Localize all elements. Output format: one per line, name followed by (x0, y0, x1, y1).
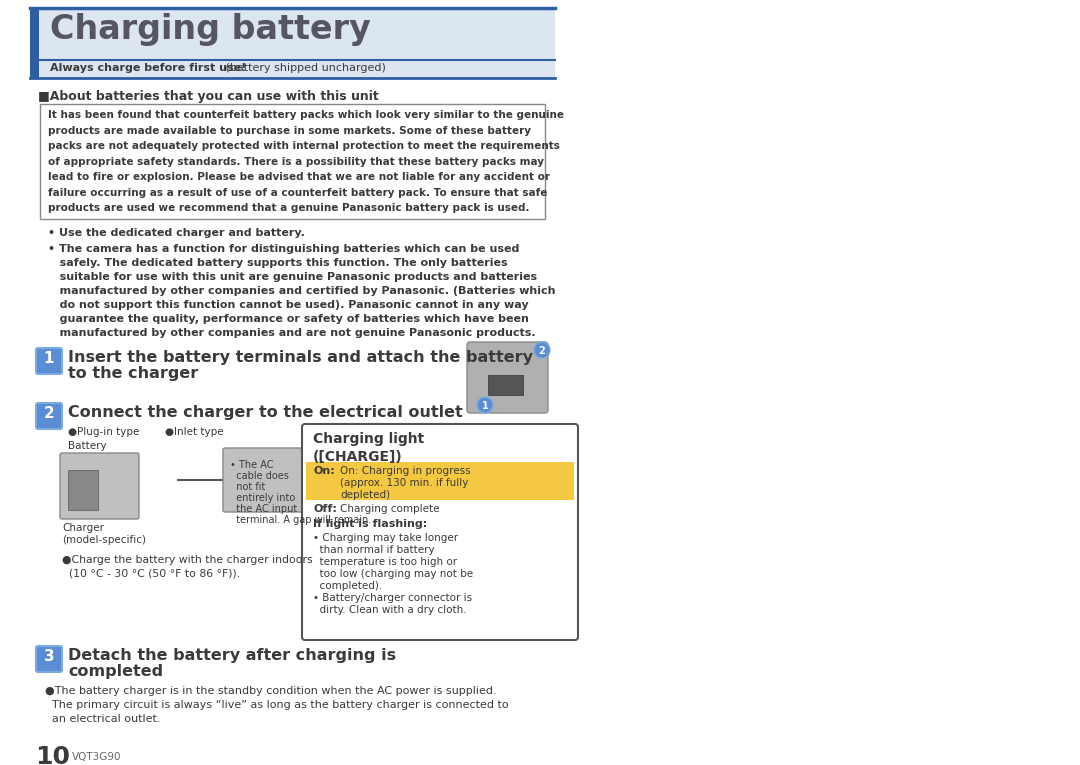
Text: (approx. 130 min. if fully: (approx. 130 min. if fully (340, 478, 469, 488)
Text: not fit: not fit (230, 482, 266, 492)
Text: manufactured by other companies and certified by Panasonic. (Batteries which: manufactured by other companies and cert… (48, 286, 555, 296)
Text: to the charger: to the charger (68, 366, 199, 381)
Text: safely. The dedicated battery supports this function. The only batteries: safely. The dedicated battery supports t… (48, 258, 508, 268)
Text: ●Charge the battery with the charger indoors
  (10 °C - 30 °C (50 °F to 86 °F)).: ●Charge the battery with the charger ind… (62, 555, 312, 578)
Text: completed).: completed). (313, 581, 382, 591)
Bar (488, 375, 523, 395)
Bar (40, 104, 545, 219)
Text: ●Plug-in type: ●Plug-in type (68, 427, 139, 437)
Text: Insert the battery terminals and attach the battery: Insert the battery terminals and attach … (68, 350, 534, 365)
Text: ●The battery charger is in the standby condition when the AC power is supplied.: ●The battery charger is in the standby c… (45, 686, 497, 696)
Text: terminal. A gap will remain.: terminal. A gap will remain. (230, 515, 372, 525)
Text: 2: 2 (539, 346, 545, 356)
Text: On: Charging in progress: On: Charging in progress (340, 466, 471, 476)
Text: lead to fire or explosion. Please be advised that we are not liable for any acci: lead to fire or explosion. Please be adv… (48, 172, 550, 182)
FancyBboxPatch shape (302, 424, 578, 640)
Text: Charger: Charger (62, 523, 104, 533)
Text: depleted): depleted) (340, 490, 390, 500)
Text: • The AC: • The AC (230, 460, 273, 470)
Text: (model-specific): (model-specific) (62, 535, 146, 545)
Text: ■About batteries that you can use with this unit: ■About batteries that you can use with t… (38, 90, 379, 103)
FancyBboxPatch shape (36, 403, 62, 429)
Text: Charging complete: Charging complete (340, 504, 440, 514)
Text: products are made available to purchase in some markets. Some of these battery: products are made available to purchase … (48, 125, 531, 135)
Text: manufactured by other companies and are not genuine Panasonic products.: manufactured by other companies and are … (48, 328, 536, 338)
Text: It has been found that counterfeit battery packs which look very similar to the : It has been found that counterfeit batte… (48, 110, 564, 120)
Text: temperature is too high or: temperature is too high or (313, 557, 457, 567)
FancyBboxPatch shape (222, 448, 307, 512)
Text: Charging battery: Charging battery (50, 13, 370, 46)
Text: 2: 2 (43, 406, 54, 421)
Text: • Battery/charger connector is: • Battery/charger connector is (313, 593, 472, 603)
Text: (battery shipped uncharged): (battery shipped uncharged) (222, 63, 386, 73)
FancyBboxPatch shape (36, 348, 62, 374)
Text: 1: 1 (482, 401, 488, 411)
Text: Connect the charger to the electrical outlet: Connect the charger to the electrical ou… (68, 405, 462, 420)
FancyBboxPatch shape (36, 646, 62, 672)
Text: too low (charging may not be: too low (charging may not be (313, 569, 473, 579)
Text: than normal if battery: than normal if battery (313, 545, 434, 555)
Text: cable does: cable does (230, 471, 288, 481)
Circle shape (477, 397, 492, 413)
Text: of appropriate safety standards. There is a possibility that these battery packs: of appropriate safety standards. There i… (48, 157, 544, 167)
Text: The primary circuit is always “live” as long as the battery charger is connected: The primary circuit is always “live” as … (45, 700, 509, 710)
Text: an electrical outlet.: an electrical outlet. (45, 714, 161, 724)
FancyBboxPatch shape (467, 342, 548, 413)
Text: 1: 1 (44, 351, 54, 366)
Text: guarantee the quality, performance or safety of batteries which have been: guarantee the quality, performance or sa… (48, 314, 529, 324)
Text: products are used we recommend that a genuine Panasonic battery pack is used.: products are used we recommend that a ge… (48, 203, 529, 213)
Text: 3: 3 (43, 649, 54, 664)
Text: • The camera has a function for distinguishing batteries which can be used: • The camera has a function for distingu… (48, 244, 519, 254)
Text: completed: completed (68, 664, 163, 679)
Bar (306, 462, 573, 500)
Text: suitable for use with this unit are genuine Panasonic products and batteries: suitable for use with this unit are genu… (48, 272, 537, 282)
Text: Off:: Off: (313, 504, 337, 514)
Text: packs are not adequately protected with internal protection to meet the requirem: packs are not adequately protected with … (48, 141, 559, 151)
Text: • Charging may take longer: • Charging may take longer (313, 533, 458, 543)
Circle shape (534, 342, 550, 358)
FancyBboxPatch shape (60, 453, 139, 519)
Text: Detach the battery after charging is: Detach the battery after charging is (68, 648, 396, 663)
Text: • Use the dedicated charger and battery.: • Use the dedicated charger and battery. (48, 228, 305, 238)
Text: the AC input: the AC input (230, 504, 297, 514)
Bar (30, 10, 39, 78)
Text: Battery: Battery (68, 441, 107, 451)
Text: VQT3G90: VQT3G90 (72, 752, 121, 762)
Text: 10: 10 (35, 745, 70, 765)
Bar (68, 470, 98, 510)
Text: If light is flashing:: If light is flashing: (313, 519, 428, 529)
Text: dirty. Clean with a dry cloth.: dirty. Clean with a dry cloth. (313, 605, 467, 615)
Text: Always charge before first use!: Always charge before first use! (50, 63, 246, 73)
Text: On:: On: (313, 466, 335, 476)
Text: Charging light
([CHARGE]): Charging light ([CHARGE]) (313, 432, 424, 464)
Text: failure occurring as a result of use of a counterfeit battery pack. To ensure th: failure occurring as a result of use of … (48, 187, 548, 197)
Text: entirely into: entirely into (230, 493, 295, 503)
Bar (39, 10, 555, 78)
Text: do not support this function cannot be used). Panasonic cannot in any way: do not support this function cannot be u… (48, 300, 528, 310)
Text: ●Inlet type: ●Inlet type (165, 427, 224, 437)
